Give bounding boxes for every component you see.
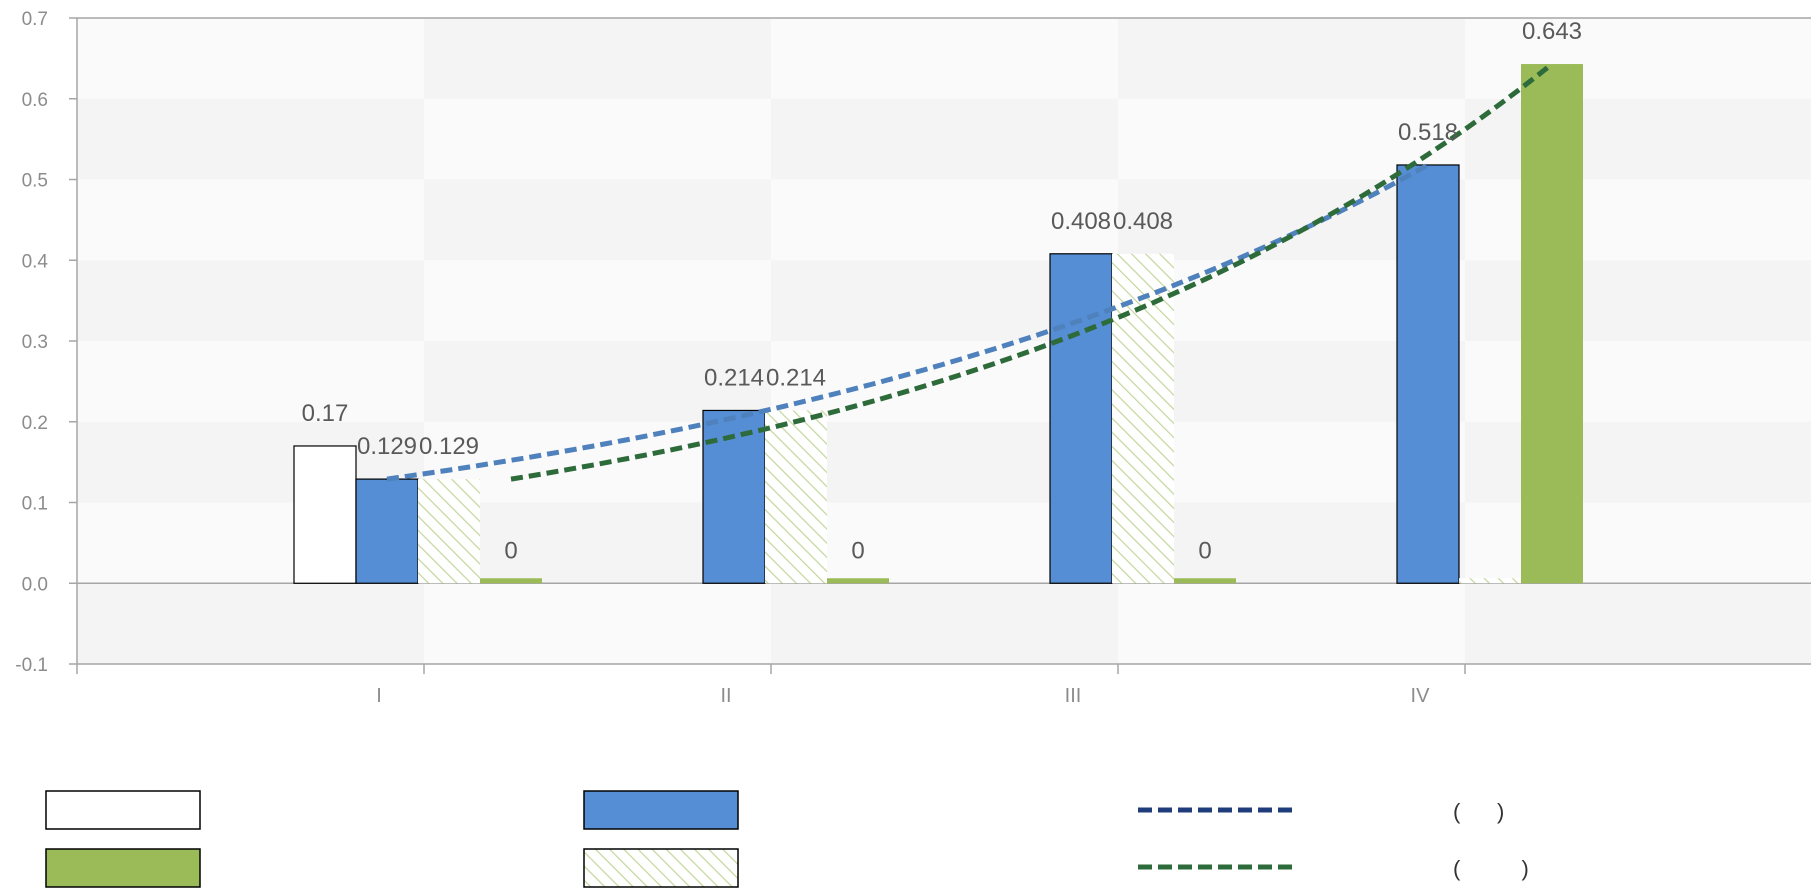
plot-band xyxy=(1465,98,1811,180)
plot-band xyxy=(77,18,424,99)
legend-label: ( ) xyxy=(1453,856,1529,881)
trendlines xyxy=(386,62,1554,482)
plot-band xyxy=(1118,18,1465,99)
legend: ( ) ( ) xyxy=(45,790,1529,888)
data-label: 0 xyxy=(504,537,517,564)
y-tick-label: 0.7 xyxy=(22,9,48,30)
data-label: 0 xyxy=(851,537,864,564)
legend-swatch-green xyxy=(45,848,201,888)
plot-band xyxy=(424,98,771,180)
bar xyxy=(1396,164,1460,584)
bar xyxy=(1521,64,1583,584)
trendline xyxy=(510,62,1554,482)
bars xyxy=(293,64,1583,584)
plot-band xyxy=(424,179,771,261)
data-label: 0.643 xyxy=(1522,18,1582,45)
plot-band xyxy=(1465,260,1811,341)
plot-band xyxy=(77,260,424,341)
bar xyxy=(1174,578,1236,584)
plot-band xyxy=(77,583,424,664)
data-label: 0.408 xyxy=(1051,208,1111,235)
y-tick-label: 0.0 xyxy=(22,574,48,595)
plot-band xyxy=(771,583,1118,664)
y-tick-label: 0.5 xyxy=(22,171,48,192)
plot-band xyxy=(77,179,424,261)
data-labels: 0.17 0.129 0.214 0.408 0.518 0.129 0.214 0.408 0… xyxy=(302,18,1582,564)
bar xyxy=(293,445,357,584)
plot-band xyxy=(424,260,771,341)
data-label: 0.408 xyxy=(1113,208,1173,235)
x-tick-label: IV xyxy=(1411,685,1431,707)
plot-band xyxy=(1118,583,1465,664)
plot-band xyxy=(1465,583,1811,664)
plot-band xyxy=(1465,341,1811,422)
plot-band xyxy=(771,179,1118,261)
plot-band xyxy=(771,18,1118,99)
x-tick-label: II xyxy=(720,685,731,707)
plot-band xyxy=(1465,502,1811,584)
legend-swatch-white xyxy=(45,790,201,830)
bar xyxy=(355,478,419,584)
y-tick-label: 0.3 xyxy=(22,332,48,353)
plot-band xyxy=(424,341,771,422)
bar xyxy=(827,578,889,584)
legend-label: ( ) xyxy=(1453,799,1504,824)
y-tick-label: 0.4 xyxy=(22,251,49,272)
plot-band xyxy=(1465,18,1811,99)
data-label: 0 xyxy=(1198,537,1211,564)
data-label: 0.129 xyxy=(357,433,417,460)
bar xyxy=(1049,253,1113,584)
x-tick-label: I xyxy=(376,685,382,707)
data-label: 0.17 xyxy=(302,400,349,427)
data-label: 0.214 xyxy=(766,364,826,391)
y-tick-label: 0.2 xyxy=(22,413,48,434)
bar xyxy=(1459,578,1521,584)
legend-swatch-hatched xyxy=(583,848,739,888)
plot-band xyxy=(77,341,424,422)
bar xyxy=(418,479,480,584)
x-tick-label: III xyxy=(1065,685,1082,707)
y-tick-label: -0.1 xyxy=(15,655,48,676)
y-tick-label: 0.6 xyxy=(22,90,48,111)
data-label: 0.129 xyxy=(419,433,479,460)
bar xyxy=(765,410,827,584)
data-label: 0.214 xyxy=(704,364,764,391)
plot-band xyxy=(1465,421,1811,503)
plot-band xyxy=(771,98,1118,180)
data-label: 0.518 xyxy=(1398,119,1458,146)
legend-swatch-blue xyxy=(583,790,739,830)
plot-band xyxy=(424,18,771,99)
plot-band xyxy=(77,98,424,180)
bar xyxy=(480,578,542,584)
trendline xyxy=(386,162,1430,482)
y-tick-label: 0.1 xyxy=(22,494,48,515)
plot-band xyxy=(1465,179,1811,261)
plot-band xyxy=(424,583,771,664)
